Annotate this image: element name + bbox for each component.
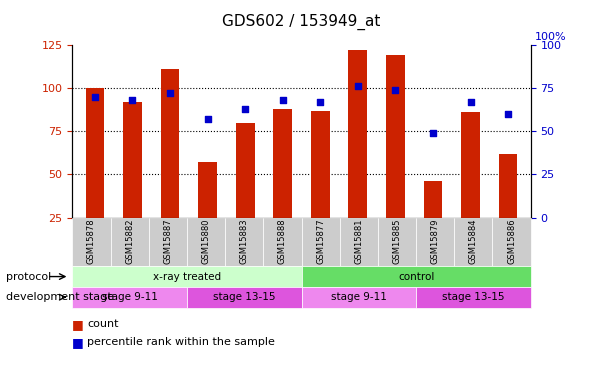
Text: GSM15883: GSM15883 [240, 219, 248, 264]
Point [428, 130, 438, 136]
Text: ■: ■ [72, 318, 84, 331]
Text: GSM15884: GSM15884 [469, 219, 478, 264]
Text: protocol: protocol [6, 272, 51, 282]
Text: stage 9-11: stage 9-11 [102, 292, 157, 302]
Text: GSM15887: GSM15887 [163, 219, 172, 264]
Bar [461, 112, 480, 218]
Point [241, 106, 250, 112]
Bar [499, 154, 517, 218]
Text: stage 13-15: stage 13-15 [442, 292, 505, 302]
Text: stage 13-15: stage 13-15 [213, 292, 276, 302]
Point [466, 99, 475, 105]
Text: GSM15886: GSM15886 [507, 219, 516, 264]
Text: 100%: 100% [535, 32, 567, 42]
Point [278, 97, 288, 103]
Point [203, 116, 212, 122]
Text: control: control [398, 272, 434, 282]
Point [391, 87, 400, 93]
Bar [311, 111, 330, 218]
Point [90, 94, 99, 100]
Point [353, 83, 362, 89]
Bar [386, 56, 405, 217]
Text: GDS602 / 153949_at: GDS602 / 153949_at [223, 14, 380, 30]
Text: GSM15880: GSM15880 [201, 219, 210, 264]
Bar [123, 102, 142, 218]
Text: stage 9-11: stage 9-11 [331, 292, 387, 302]
Bar [423, 181, 443, 218]
Text: GSM15881: GSM15881 [355, 219, 363, 264]
Point [504, 111, 513, 117]
Point [165, 90, 175, 96]
Bar [273, 109, 292, 217]
Bar [198, 162, 217, 218]
Text: GSM15877: GSM15877 [316, 219, 325, 264]
Bar [349, 50, 367, 217]
Point [315, 99, 325, 105]
Text: ■: ■ [72, 336, 84, 349]
Bar [236, 123, 254, 218]
Text: count: count [87, 320, 119, 329]
Point [128, 97, 137, 103]
Text: GSM15888: GSM15888 [278, 219, 287, 264]
Text: percentile rank within the sample: percentile rank within the sample [87, 338, 276, 347]
Text: GSM15878: GSM15878 [87, 219, 96, 264]
Text: x-ray treated: x-ray treated [153, 272, 221, 282]
Bar [160, 69, 180, 218]
Text: GSM15885: GSM15885 [393, 219, 402, 264]
Text: GSM15879: GSM15879 [431, 219, 440, 264]
Bar [86, 88, 104, 218]
Text: development stage: development stage [6, 292, 114, 302]
Text: GSM15882: GSM15882 [125, 219, 134, 264]
